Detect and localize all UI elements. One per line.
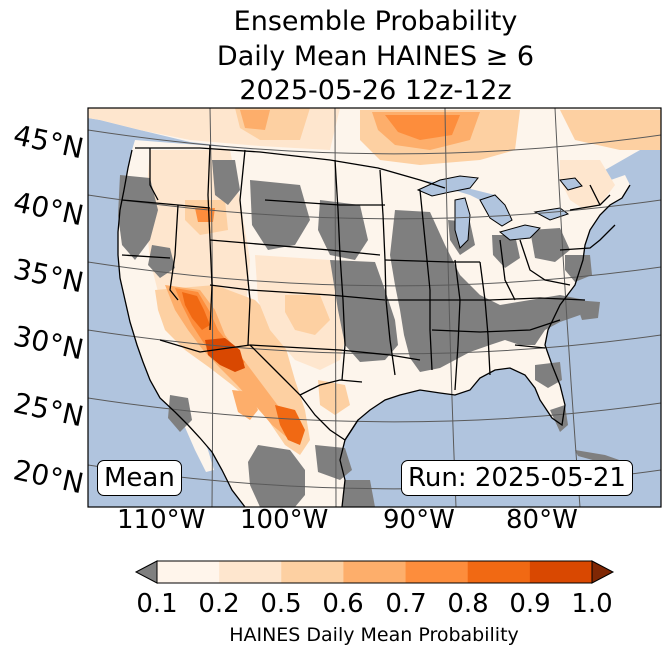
colorbar-bin [405,561,469,583]
colorbar-label: HAINES Daily Mean Probability [229,624,519,646]
gulf-coastline [339,184,631,507]
colorbar-bin [219,561,282,583]
colorbar-bin [157,561,220,583]
colorbar-bin [343,561,407,583]
colorbar-frame [156,560,593,584]
coastline [117,149,246,507]
colorbar-bin [529,561,593,583]
lon-label-90: 90°W [383,505,455,535]
colorbar-tick-2: 0.5 [260,589,302,619]
colorbar-tick-7: 1.0 [571,589,613,619]
lon-label-80: 80°W [506,505,578,535]
lon-label-110: 110°W [117,505,206,535]
colorbar-tick-5: 0.8 [447,589,489,619]
colorbar-tick-0: 0.1 [136,589,178,619]
colorbar-tick-4: 0.7 [385,589,427,619]
great-lakes [416,175,583,249]
colorbar-tick-1: 0.2 [198,589,240,619]
colorbar-tick-3: 0.6 [322,589,364,619]
state-borders [121,144,616,441]
lon-label-100: 100°W [240,505,329,535]
mean-label-box: Mean [97,460,182,496]
title-line-2: Daily Mean HAINES ≥ 6 [216,41,535,72]
map-frame [87,107,662,508]
colorbar-tick-6: 0.9 [509,589,551,619]
colorbar-bin [467,561,531,583]
run-label-box: Run: 2025-05-21 [401,460,633,496]
colorbar-under-arrow-icon [134,560,158,584]
colorbar-bin [281,561,344,583]
title-line-3: 2025-05-26 12z-12z [239,75,512,106]
colorbar-over-arrow-icon [591,560,615,584]
colorbar-bins [157,561,593,583]
title-line-1: Ensemble Probability [233,6,518,37]
